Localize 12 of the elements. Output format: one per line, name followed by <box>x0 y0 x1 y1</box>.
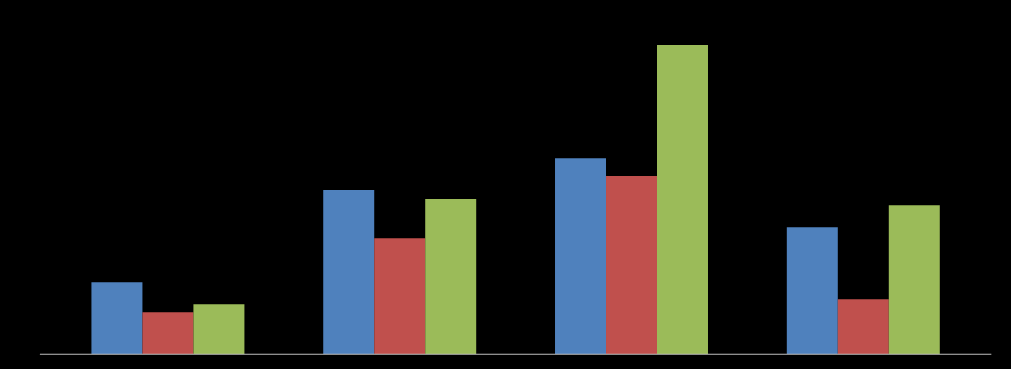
bar <box>142 312 194 355</box>
bar <box>837 299 889 355</box>
bar <box>193 304 245 355</box>
bar <box>425 198 477 355</box>
bar <box>657 44 708 355</box>
bar <box>555 158 607 355</box>
bar <box>91 282 143 355</box>
bar <box>888 205 940 355</box>
bar <box>786 227 838 355</box>
bar <box>606 176 657 355</box>
bar <box>323 190 375 355</box>
bar <box>374 238 426 355</box>
